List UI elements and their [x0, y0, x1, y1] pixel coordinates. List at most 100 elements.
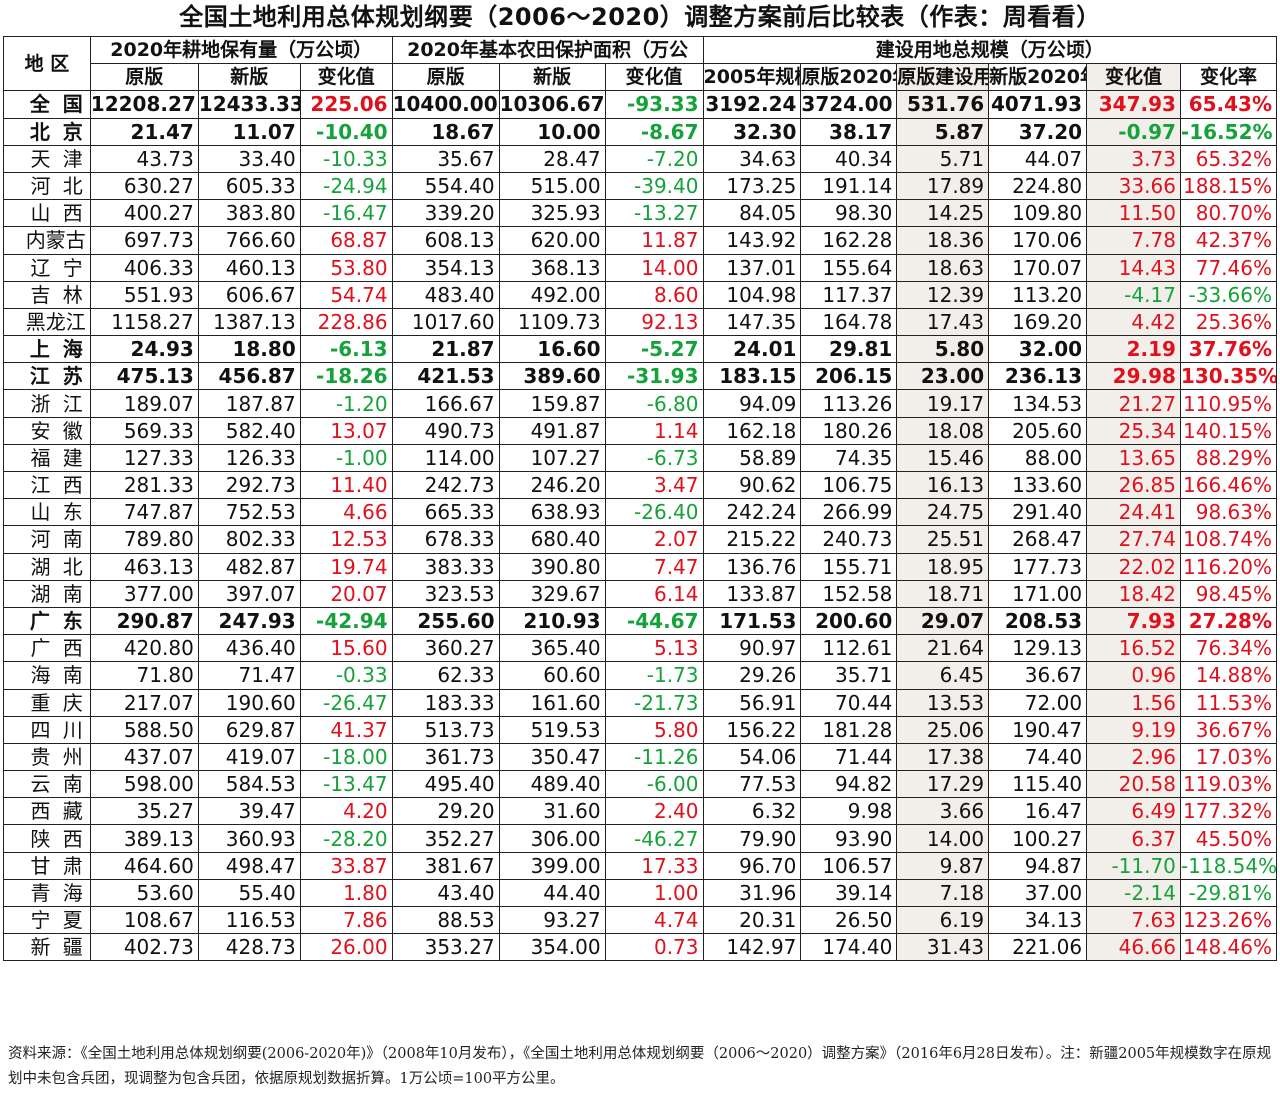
value-cell: 14.88%: [1179, 661, 1278, 690]
value-cell: 19.74: [299, 552, 393, 581]
value-cell: -1.73: [604, 661, 704, 690]
value-cell: 37.76%: [1179, 335, 1278, 364]
table-row: 内蒙古 697.73 766.60 68.87 608.13 620.00 11.87 143…: [3, 226, 1278, 255]
value-cell: 155.64: [800, 253, 898, 282]
value-cell: 678.33: [391, 525, 500, 554]
region-cell: 黑龙江: [3, 307, 91, 337]
value-cell: 365.40: [498, 634, 606, 663]
value-cell: 6.14: [604, 579, 704, 608]
table-body: 全 国 12208.27 12433.33 225.06 10400.00 10306.6…: [3, 90, 1278, 962]
value-cell: 482.87: [197, 552, 301, 581]
table-row: 黑龙江 1158.27 1387.13 228.86 1017.60 1109.73 92.…: [3, 307, 1278, 337]
col-header: 新版2020年规模: [988, 63, 1088, 92]
value-cell: 205.60: [988, 416, 1088, 445]
value-cell: 88.53: [391, 905, 500, 935]
value-cell: 37.00: [988, 878, 1088, 908]
value-cell: 7.47: [604, 552, 704, 581]
value-cell: 766.60: [197, 226, 301, 255]
value-cell: 1.00: [604, 878, 704, 908]
value-cell: 291.40: [988, 498, 1088, 527]
value-cell: 20.58: [1086, 770, 1181, 799]
value-cell: 187.87: [197, 389, 301, 418]
value-cell: 360.27: [391, 634, 500, 663]
table-row: 上 海 24.93 18.80 -6.13 21.87 16.60 -5.27 24.01 29…: [3, 335, 1278, 364]
value-cell: 7.93: [1086, 606, 1181, 636]
value-cell: 12208.27: [89, 90, 199, 119]
table-row: 云 南 598.00 584.53 -13.47 495.40 489.40 -6.00 77…: [3, 770, 1278, 799]
value-cell: 36.67: [988, 661, 1088, 690]
value-cell: 127.33: [89, 443, 199, 473]
value-cell: 166.46%: [1179, 470, 1278, 500]
value-cell: 152.58: [800, 579, 898, 608]
table-row: 浙 江 189.07 187.87 -1.20 166.67 159.87 -6.80 94.…: [3, 389, 1278, 418]
value-cell: 350.47: [498, 742, 606, 772]
value-cell: 40.34: [800, 144, 898, 173]
value-cell: 491.87: [498, 416, 606, 445]
value-cell: 14.25: [896, 199, 990, 228]
value-cell: 456.87: [197, 362, 301, 391]
value-cell: 155.71: [800, 552, 898, 581]
value-cell: 390.80: [498, 552, 606, 581]
region-cell: 山 西: [3, 199, 91, 228]
value-cell: 20.31: [702, 905, 802, 935]
value-cell: 437.07: [89, 742, 199, 772]
value-cell: 490.73: [391, 416, 500, 445]
region-cell: 湖 南: [3, 579, 91, 608]
value-cell: 11.50: [1086, 199, 1181, 228]
value-cell: 25.06: [896, 715, 990, 744]
value-cell: 242.73: [391, 470, 500, 500]
value-cell: 347.93: [1086, 90, 1181, 119]
value-cell: 134.53: [988, 389, 1088, 418]
value-cell: 177.73: [988, 552, 1088, 581]
table-row: 陕 西 389.13 360.93 -28.20 352.27 306.00 -46.27 7…: [3, 824, 1278, 853]
region-cell: 四 川: [3, 715, 91, 744]
value-cell: 190.47: [988, 715, 1088, 744]
value-cell: 90.62: [702, 470, 802, 500]
region-cell: 河 南: [3, 525, 91, 554]
value-cell: 188.15%: [1179, 171, 1278, 201]
value-cell: 191.14: [800, 171, 898, 201]
comparison-table: 地 区 2020年耕地保有量（万公顷） 2020年基本农田保护面积（万公 建设用…: [3, 35, 1278, 962]
table-row: 青 海 53.60 55.40 1.80 43.40 44.40 1.00 31.96 39.1…: [3, 878, 1278, 908]
value-cell: 17.29: [896, 770, 990, 799]
value-cell: 108.67: [89, 905, 199, 935]
value-cell: 2.40: [604, 797, 704, 826]
value-cell: 377.00: [89, 579, 199, 608]
value-cell: 268.47: [988, 525, 1088, 554]
value-cell: -4.17: [1086, 280, 1181, 309]
group-header-farmland: 2020年基本农田保护面积（万公: [391, 35, 704, 65]
value-cell: 171.53: [702, 606, 802, 636]
value-cell: -21.73: [604, 688, 704, 717]
value-cell: 22.02: [1086, 552, 1181, 581]
region-cell: 浙 江: [3, 389, 91, 418]
value-cell: 421.53: [391, 362, 500, 391]
col-header: 新版: [197, 63, 301, 92]
value-cell: 183.15: [702, 362, 802, 391]
region-cell: 内蒙古: [3, 226, 91, 255]
region-cell: 贵 州: [3, 742, 91, 772]
value-cell: 177.32%: [1179, 797, 1278, 826]
value-cell: 107.27: [498, 443, 606, 473]
value-cell: 4.66: [299, 498, 393, 527]
value-cell: -11.70: [1086, 851, 1181, 880]
value-cell: 17.38: [896, 742, 990, 772]
value-cell: -7.20: [604, 144, 704, 173]
value-cell: 39.47: [197, 797, 301, 826]
value-cell: 7.78: [1086, 226, 1181, 255]
value-cell: 14.00: [604, 253, 704, 282]
value-cell: 290.87: [89, 606, 199, 636]
value-cell: 0.73: [604, 933, 704, 962]
value-cell: 406.33: [89, 253, 199, 282]
table-row: 山 东 747.87 752.53 4.66 665.33 638.93 -26.40 242…: [3, 498, 1278, 527]
col-header: 新版: [498, 63, 606, 92]
value-cell: 21.87: [391, 335, 500, 364]
value-cell: 5.13: [604, 634, 704, 663]
value-cell: 0.96: [1086, 661, 1181, 690]
value-cell: 46.66: [1086, 933, 1181, 962]
value-cell: 1387.13: [197, 307, 301, 337]
value-cell: 3.47: [604, 470, 704, 500]
region-cell: 福 建: [3, 443, 91, 473]
value-cell: -6.80: [604, 389, 704, 418]
value-cell: 43.40: [391, 878, 500, 908]
value-cell: 190.60: [197, 688, 301, 717]
